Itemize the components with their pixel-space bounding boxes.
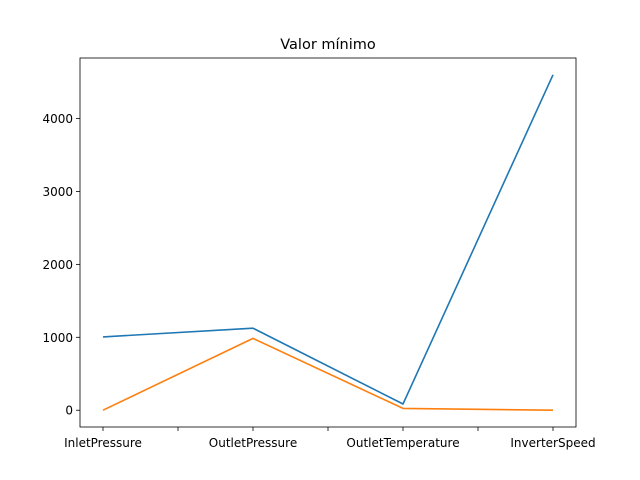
x-tick-label: InletPressure [64, 436, 142, 450]
y-tick-label: 1000 [42, 331, 73, 345]
x-tick-label: OutletPressure [209, 436, 297, 450]
plot-area: 0 1000 2000 3000 4000 InletPressure OutletPres… [42, 74, 596, 450]
y-tick-label: 2000 [42, 258, 73, 272]
y-tick-label: 4000 [42, 112, 73, 126]
chart-title: Valor mínimo [280, 37, 376, 53]
y-tick-label: 3000 [42, 185, 73, 199]
series-line-1 [102, 74, 554, 405]
series-line-2 [102, 337, 554, 411]
x-tick-label: InverterSpeed [510, 436, 595, 450]
x-tick-label: OutletTemperature [346, 436, 459, 450]
axes-frame [79, 57, 577, 428]
y-tick-label: 0 [65, 404, 73, 418]
